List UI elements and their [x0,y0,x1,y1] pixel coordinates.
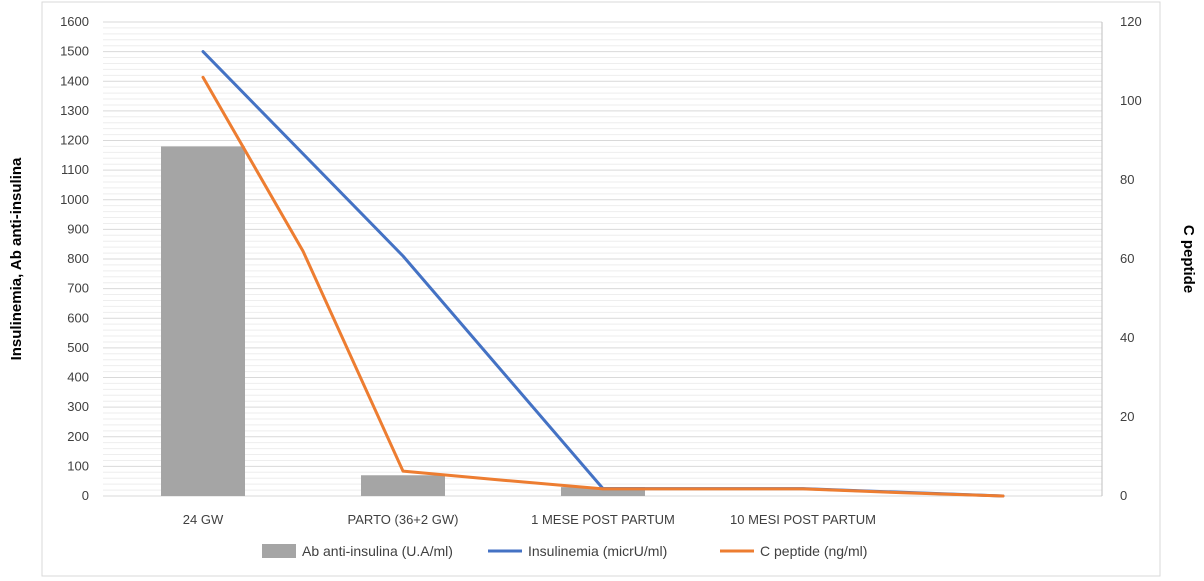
bar [161,146,245,497]
left-tick-label: 100 [67,458,89,473]
left-tick-label: 1600 [60,14,89,29]
bar-series [161,146,645,497]
right-axis-title: C peptide [1180,225,1197,293]
left-tick-label: 700 [67,281,89,296]
legend: Ab anti-insulina (U.A/ml) Insulinemia (mi… [262,543,867,559]
legend-label: Ab anti-insulina (U.A/ml) [302,543,453,559]
right-tick-label: 0 [1120,488,1127,503]
legend-label: Insulinemia (micrU/ml) [528,543,667,559]
right-tick-label: 80 [1120,172,1134,187]
bar [561,487,645,496]
legend-swatch [262,544,296,558]
left-tick-label: 1100 [61,162,89,177]
left-tick-label: 0 [82,488,89,503]
right-tick-label: 60 [1120,251,1134,266]
left-tick-label: 400 [67,370,89,385]
left-tick-label: 1300 [60,103,89,118]
right-tick-label: 40 [1120,330,1134,345]
gridlines [103,21,1102,497]
right-tick-label: 100 [1120,93,1142,108]
left-tick-label: 900 [67,221,89,236]
right-tick-label: 120 [1120,14,1142,29]
x-axis-ticks: 24 GW PARTO (36+2 GW) 1 MESE POST PARTUM 10… [183,512,876,527]
left-tick-label: 1000 [60,192,89,207]
left-axis-ticks: 0 100 200 300 400 500 600 700 800 900 1000 1100 1200… [60,14,89,503]
series-line [201,75,1005,498]
x-tick-label: PARTO (36+2 GW) [348,512,459,527]
legend-label: C peptide (ng/ml) [760,543,867,559]
right-tick-label: 20 [1120,409,1134,424]
left-axis-title: Insulinemia, Ab anti-insulina [8,157,25,360]
x-tick-label: 1 MESE POST PARTUM [531,512,675,527]
left-tick-label: 600 [67,310,89,325]
line-series [201,50,1005,498]
left-tick-label: 1400 [60,73,89,88]
left-tick-label: 800 [67,251,89,266]
x-tick-label: 24 GW [183,512,224,527]
left-tick-label: 500 [67,340,89,355]
left-tick-label: 200 [67,429,89,444]
left-tick-label: 1200 [60,133,89,148]
left-tick-label: 1500 [60,44,89,59]
bar [361,475,445,496]
left-tick-label: 300 [67,399,89,414]
x-tick-label: 10 MESI POST PARTUM [730,512,876,527]
right-axis-ticks: 0 20 40 60 80 100 120 [1120,14,1142,503]
